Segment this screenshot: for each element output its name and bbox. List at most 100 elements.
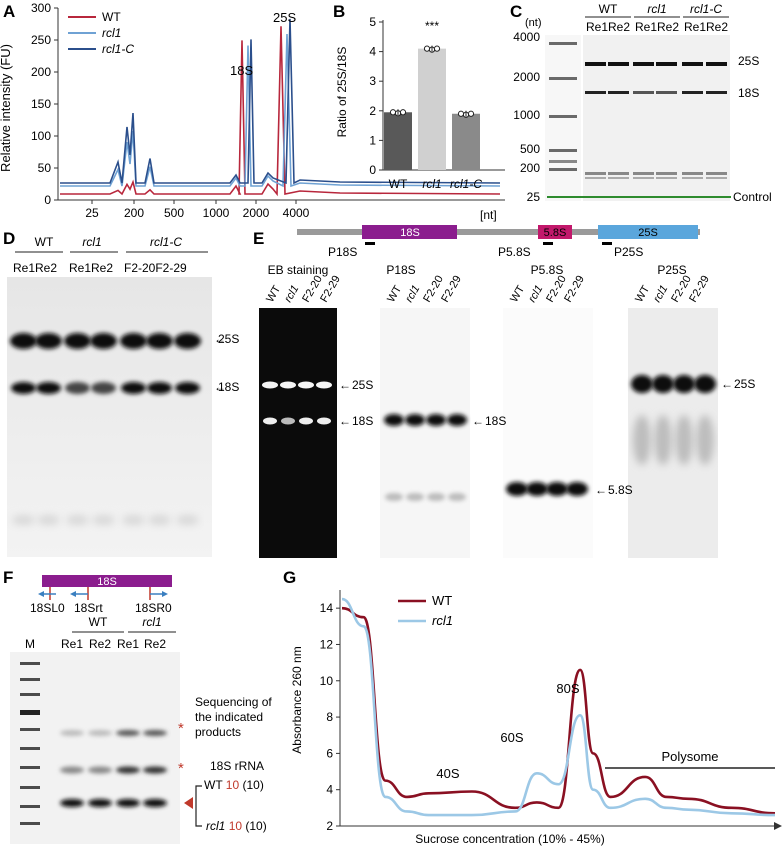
c-band-low xyxy=(682,172,703,175)
e-p18-faint xyxy=(448,493,466,501)
b-ylabel: Ratio of 25S/18S xyxy=(335,47,349,138)
g-peak-60s: 60S xyxy=(500,730,523,745)
f-marker-band xyxy=(20,710,40,715)
a-legend-wt: WT xyxy=(102,10,121,24)
g-xlabel: Sucrose concentration (10% - 45%) xyxy=(415,832,604,846)
d-band-25s xyxy=(10,333,37,349)
c-band-25s: 25S xyxy=(738,54,759,68)
g-peak-80s: 80S xyxy=(556,681,579,696)
e-lane-label: rcl1 xyxy=(651,283,670,304)
e-eb-band-18s xyxy=(299,417,313,425)
g-ytick-label: 8 xyxy=(326,710,333,724)
e-p25-smear xyxy=(654,415,672,465)
f-primers xyxy=(38,587,168,600)
panel-a-electropherogram: Relative intensity (FU) 0501001502002503… xyxy=(0,1,505,222)
d-band-25s xyxy=(35,333,62,349)
b-point xyxy=(423,45,431,52)
c-group-label: rcl1 xyxy=(647,2,666,16)
a-xunit: [nt] xyxy=(480,208,497,222)
f-marker-band xyxy=(20,693,40,696)
panel-label-c: C xyxy=(510,2,522,21)
f-lane-label: Re2 xyxy=(144,637,166,651)
c-band-low xyxy=(656,172,677,175)
e-eb-band-25s xyxy=(298,381,314,389)
f-band-upper xyxy=(143,730,167,736)
panel-label-f: F xyxy=(3,568,13,587)
panel-g-polysome: Absorbance 260 nm 2 4 6 8 10 12 14 Sucrose con… xyxy=(290,590,782,846)
a-xtick-label: 25 xyxy=(85,206,99,220)
e-lane-label: rcl1 xyxy=(403,283,422,304)
a-ytick-label: 300 xyxy=(31,1,51,15)
d-band-18s xyxy=(65,382,90,394)
d-band-faint xyxy=(176,515,199,525)
f-wt-num: 10 xyxy=(226,778,240,792)
c-band-18s xyxy=(608,91,629,94)
f-gene-label: 18S xyxy=(97,576,117,588)
c-band-25s xyxy=(682,62,703,66)
e-eb-band-18s xyxy=(263,417,277,425)
e-map-58s xyxy=(538,225,572,239)
f-star-1: * xyxy=(178,720,184,737)
b-bar-WT xyxy=(384,112,412,170)
e-blot-p18s: P18S xyxy=(386,263,415,277)
e-blot-eb: EB staining xyxy=(268,263,329,277)
f-rcl1-label: rcl1 xyxy=(206,819,225,833)
d-band-25s xyxy=(120,333,147,349)
c-band-low xyxy=(585,172,606,175)
f-band-upper xyxy=(60,730,84,736)
e-p18-faint xyxy=(427,493,445,501)
b-point xyxy=(433,45,441,52)
c-ladder-label: 2000 xyxy=(513,70,540,84)
f-band-main xyxy=(88,799,112,807)
b-point xyxy=(467,110,475,117)
g-legend-rcl1: rcl1 xyxy=(432,613,453,628)
b-bar-rcl1-C xyxy=(452,113,480,170)
d-band-18s xyxy=(11,382,36,394)
f-primer-18srt: 18Srt xyxy=(74,601,103,615)
f-band-main xyxy=(143,799,167,807)
e-probe-p25s: P25S xyxy=(614,245,643,259)
e-p25-band xyxy=(652,375,674,393)
d-reps-rcl1c: F2-20F2-29 xyxy=(124,261,187,275)
b-xlabel: rcl1 xyxy=(422,177,441,191)
d-group-wt: WT xyxy=(35,235,54,249)
svg-text:←: ← xyxy=(339,414,351,428)
f-marker-band xyxy=(20,766,40,769)
f-lane-label: Re1 xyxy=(61,637,83,651)
d-band-25s xyxy=(174,333,201,349)
panel-label-a: A xyxy=(3,2,15,21)
d-band-25s xyxy=(64,333,91,349)
e-p25-smear xyxy=(633,415,651,465)
e-eb-18s: 18S xyxy=(352,414,373,428)
e-map-58s-label: 5.8S xyxy=(544,227,567,239)
f-marker-band xyxy=(20,728,40,731)
panel-label-b: B xyxy=(333,2,345,21)
e-eb-gel xyxy=(259,308,337,558)
f-band-mid xyxy=(88,766,112,774)
c-band-low2 xyxy=(633,177,654,179)
a-legend: WT rcl1 rcl1-C xyxy=(68,10,134,56)
f-primer-18sr0: 18SR0 xyxy=(135,601,172,615)
c-band-25s xyxy=(706,62,727,66)
c-band-low2 xyxy=(656,177,677,179)
c-ladder-band xyxy=(549,42,577,45)
b-point xyxy=(399,109,407,116)
c-band-18s xyxy=(682,91,703,94)
c-band-25s xyxy=(608,62,629,66)
f-group-rcl1: rcl1 xyxy=(142,615,161,629)
d-band-18s xyxy=(175,382,200,394)
d-reps-rcl1: Re1Re2 xyxy=(69,261,113,275)
d-band-18s xyxy=(121,382,146,394)
f-band-mid xyxy=(143,766,167,774)
f-arrowhead xyxy=(184,797,193,809)
d-band-25s xyxy=(146,333,173,349)
panel-label-d: D xyxy=(3,229,15,248)
c-group-label: WT xyxy=(599,2,618,16)
e-eb-band-18s xyxy=(317,417,331,425)
e-lane-label: rcl1 xyxy=(282,283,301,304)
d-group-rcl1c: rcl1-C xyxy=(150,235,182,249)
f-note-2: the indicated xyxy=(195,710,263,724)
b-bar-rcl1 xyxy=(418,48,446,170)
a-peak-18s: 18S xyxy=(230,63,253,78)
g-ytick-label: 2 xyxy=(326,819,333,833)
